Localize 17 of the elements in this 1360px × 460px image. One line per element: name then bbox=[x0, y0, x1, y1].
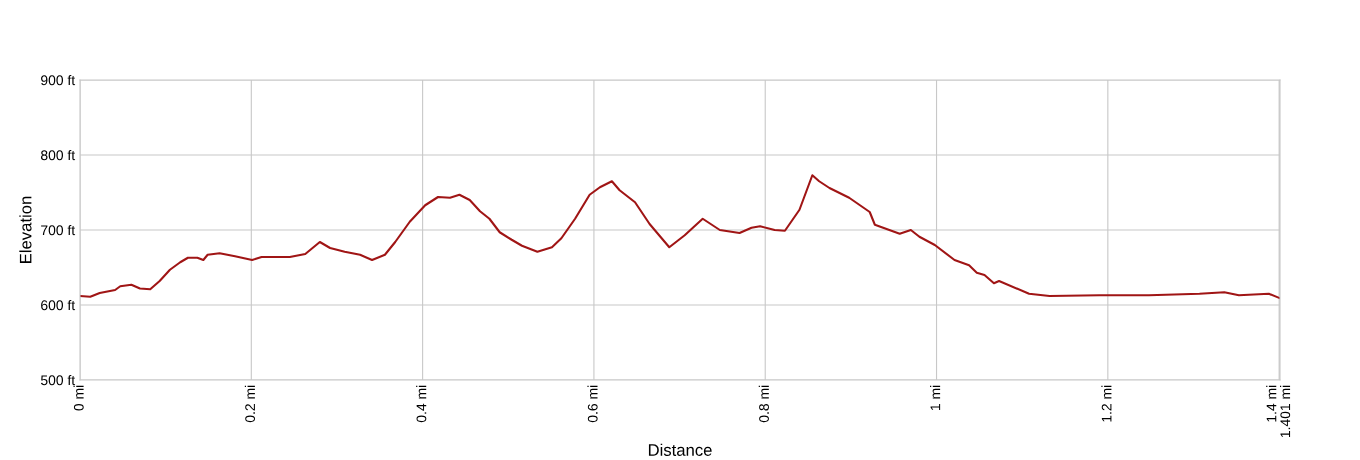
x-tick-label: 1.4 mi bbox=[1266, 385, 1277, 422]
y-axis-title: Elevation bbox=[19, 196, 32, 263]
line-series bbox=[80, 174, 1280, 300]
x-tick-label: 0 mi bbox=[73, 385, 84, 411]
x-tick-label: 1 mi bbox=[930, 385, 941, 411]
x-tick-label: 0.8 mi bbox=[758, 385, 769, 423]
x-tick-label: 1.2 mi bbox=[1101, 385, 1112, 422]
x-tick-label: 0.6 mi bbox=[587, 385, 598, 423]
y-tick-label: 900 ft bbox=[41, 74, 76, 86]
y-tick-label: 600 ft bbox=[41, 299, 76, 311]
x-axis-title: Distance bbox=[648, 443, 712, 456]
x-tick-label: 0.2 mi bbox=[244, 385, 256, 423]
y-tick-label: 500 ft bbox=[40, 374, 76, 386]
x-tick-label: 1.401 mi bbox=[1280, 385, 1291, 438]
y-tick-label: 800 ft bbox=[41, 149, 76, 161]
y-tick-label: 700 ft bbox=[41, 224, 76, 236]
x-tick-label: 0.4 mi bbox=[416, 385, 427, 423]
